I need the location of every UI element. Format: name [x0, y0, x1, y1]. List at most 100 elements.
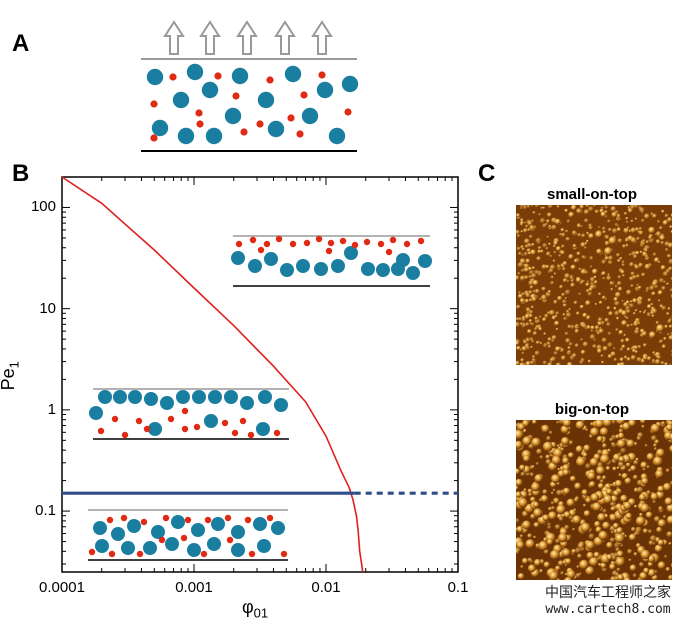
sem-grain	[616, 466, 620, 470]
sem-grain	[554, 218, 561, 225]
sem-grain	[556, 420, 560, 424]
sem-grain	[638, 262, 643, 268]
sem-grain	[526, 205, 531, 209]
arrow-icon	[274, 20, 296, 55]
sem-grain	[593, 280, 598, 285]
sem-grain	[628, 253, 632, 257]
sem-grain	[530, 305, 535, 309]
sem-grain	[594, 325, 600, 331]
small-particle	[193, 423, 201, 431]
sem-grain	[604, 317, 609, 323]
small-particle	[240, 128, 248, 136]
sem-grain	[643, 309, 647, 313]
sem-grain	[529, 298, 533, 302]
big-particle	[111, 527, 125, 541]
sem-grain	[668, 318, 672, 323]
big-particle	[248, 259, 262, 273]
sem-large-grain	[531, 482, 540, 492]
sem-large-grain	[583, 510, 591, 517]
sem-grain	[516, 345, 521, 351]
sem-grain	[555, 311, 560, 316]
sem-grain	[545, 264, 550, 269]
sem-grain	[575, 324, 579, 327]
sem-large-grain	[579, 559, 589, 570]
small-particle	[318, 71, 326, 79]
sem-large-grain	[654, 544, 663, 553]
sem-grain	[588, 233, 594, 239]
sem-grain	[669, 480, 672, 486]
big-particle	[186, 63, 204, 81]
sem-grain	[534, 205, 540, 208]
sem-grain	[600, 211, 607, 218]
sem-grain	[653, 447, 657, 451]
big-particle	[160, 396, 174, 410]
sem-grain	[566, 237, 570, 241]
sem-grain	[558, 346, 562, 350]
sem-bottom-title: big-on-top	[554, 401, 630, 418]
sem-large-grain	[646, 453, 654, 461]
sem-grain	[531, 420, 537, 425]
sem-grain	[528, 290, 533, 295]
small-particle	[111, 415, 119, 423]
sem-grain	[655, 320, 660, 325]
big-particle	[121, 541, 135, 555]
sem-large-grain	[522, 520, 531, 530]
sem-large-grain	[602, 420, 613, 428]
sem-grain	[671, 352, 672, 357]
sem-grain	[625, 243, 629, 248]
sem-grain	[588, 206, 594, 212]
sem-large-grain	[525, 539, 535, 549]
sem-grain	[582, 341, 589, 348]
sem-grain	[570, 264, 576, 270]
sem-grain	[637, 321, 641, 326]
sem-grain	[562, 267, 566, 271]
sem-top-title: small-on-top	[547, 186, 637, 203]
sem-large-grain	[628, 533, 637, 541]
sem-grain	[592, 344, 597, 349]
sem-large-grain	[596, 466, 605, 475]
sem-grain	[554, 524, 561, 530]
sem-large-grain	[640, 549, 651, 560]
big-particle	[331, 259, 345, 273]
sem-grain	[543, 332, 547, 336]
sem-large-grain	[542, 441, 553, 452]
sem-grain	[617, 238, 623, 244]
sem-grain	[658, 339, 663, 344]
sem-grain	[670, 563, 672, 568]
sem-grain	[565, 229, 569, 233]
sem-grain	[525, 244, 529, 249]
sem-large-grain	[620, 494, 628, 503]
sem-grain	[535, 462, 539, 466]
sem-grain	[641, 331, 648, 337]
sem-grain	[561, 292, 565, 297]
small-particle	[214, 72, 222, 80]
sem-grain	[548, 242, 551, 246]
sem-grain	[663, 280, 666, 284]
sem-grain	[617, 258, 621, 263]
sem-grain	[594, 521, 601, 528]
small-particle	[204, 516, 212, 524]
sem-grain	[568, 274, 574, 280]
sem-grain	[662, 271, 669, 277]
sem-grain	[581, 255, 586, 259]
sem-large-grain	[630, 465, 637, 472]
small-particle	[135, 417, 143, 425]
sem-large-grain	[563, 511, 571, 518]
sem-grain	[630, 237, 637, 244]
sem-grain	[666, 282, 669, 286]
sem-grain	[560, 355, 567, 361]
sem-large-grain	[516, 540, 525, 550]
sem-grain	[626, 289, 632, 296]
sem-grain	[543, 342, 548, 348]
sem-grain	[556, 444, 560, 448]
sem-large-grain	[590, 493, 599, 502]
big-particle	[224, 107, 242, 125]
sem-grain	[660, 265, 666, 271]
sem-grain	[613, 358, 618, 362]
sem-grain	[563, 316, 568, 321]
sem-grain	[668, 364, 672, 365]
big-particle	[128, 390, 142, 404]
sem-grain	[567, 346, 571, 350]
sem-grain	[516, 275, 520, 281]
sem-grain	[532, 279, 539, 286]
